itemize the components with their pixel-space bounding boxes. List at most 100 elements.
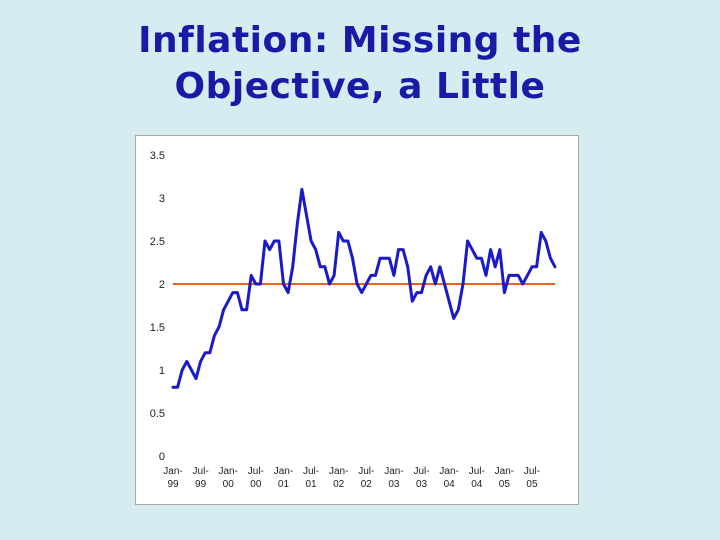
data-point <box>498 248 501 251</box>
x-tick-label-year: 01 <box>306 479 318 490</box>
data-point <box>171 386 175 389</box>
data-point <box>383 257 386 260</box>
data-point <box>388 257 391 260</box>
data-point <box>259 282 262 286</box>
data-point <box>434 282 437 286</box>
x-tick-label-month: Jul- <box>303 466 319 477</box>
data-point <box>199 360 202 363</box>
x-tick-label-year: 04 <box>444 479 456 490</box>
x-tick-label-month: Jul- <box>248 466 264 477</box>
data-point <box>194 377 198 380</box>
data-point <box>489 248 492 251</box>
data-point <box>415 291 419 294</box>
x-tick-label-month: Jul- <box>469 466 485 477</box>
data-point <box>484 274 488 277</box>
data-point <box>457 308 460 311</box>
x-tick-label-month: Jan- <box>274 466 293 477</box>
x-tick-label-month: Jan- <box>329 466 348 477</box>
y-tick-label: 2 <box>159 279 165 291</box>
x-tick-label-year: 04 <box>471 479 483 490</box>
data-point <box>507 274 511 277</box>
x-tick-label-month: Jan- <box>219 466 238 477</box>
data-point <box>222 308 225 311</box>
data-point <box>378 257 382 260</box>
data-point <box>254 282 258 286</box>
plot-lines <box>171 187 557 389</box>
x-tick-label-year: 05 <box>526 479 538 490</box>
data-point <box>282 282 285 286</box>
data-point <box>397 248 400 251</box>
data-point <box>480 257 483 260</box>
data-point <box>475 257 478 260</box>
data-point <box>374 274 377 277</box>
x-tick-label-month: Jan- <box>439 466 458 477</box>
data-point <box>549 257 552 260</box>
data-point <box>204 351 207 354</box>
data-point <box>190 368 193 372</box>
data-point <box>296 222 299 225</box>
data-point <box>516 274 520 277</box>
data-point <box>185 360 189 363</box>
data-point <box>208 351 212 354</box>
x-tick-label-month: Jan- <box>384 466 403 477</box>
data-point <box>443 282 446 286</box>
x-tick-label-year: 02 <box>333 479 345 490</box>
data-point <box>452 317 455 320</box>
data-point <box>438 265 442 268</box>
chart-frame: 0 0.5 1 1.5 2 2.5 3 3.5 Jan- 99 Jul- 99 Jan- 00 Jul- 0… <box>135 135 579 505</box>
y-tick-label: 2.5 <box>150 236 165 248</box>
data-point <box>236 291 239 294</box>
y-tick-label: 3 <box>159 193 165 205</box>
data-point <box>553 265 557 268</box>
data-point <box>332 274 336 277</box>
x-tick-label-year: 03 <box>388 479 400 490</box>
data-point <box>314 248 317 251</box>
x-tick-label-year: 99 <box>195 479 207 490</box>
data-point <box>245 308 248 311</box>
y-tick-label: 0 <box>159 451 165 463</box>
data-point <box>429 265 432 268</box>
data-point <box>319 265 322 268</box>
data-point <box>250 274 253 277</box>
data-point <box>447 300 451 303</box>
slide-title-line-1: Inflation: Missing the <box>138 20 582 61</box>
x-tick-label-month: Jul- <box>193 466 209 477</box>
data-point <box>231 291 235 294</box>
data-point <box>300 188 304 191</box>
data-point <box>323 265 327 268</box>
data-point <box>360 291 363 294</box>
x-tick-label-year: 02 <box>361 479 373 490</box>
data-point <box>470 248 474 251</box>
data-point <box>286 291 290 294</box>
x-tick-label-month: Jul- <box>524 466 540 477</box>
data-point <box>461 282 465 286</box>
data-point <box>263 239 267 243</box>
x-tick-label-year: 03 <box>416 479 428 490</box>
data-point <box>291 265 294 268</box>
inflation-series-line <box>171 187 557 389</box>
x-tick-label-year: 00 <box>223 479 235 490</box>
data-point <box>268 248 271 251</box>
data-point <box>406 265 409 268</box>
data-point <box>503 291 506 294</box>
data-point <box>342 239 345 243</box>
data-point <box>351 257 354 260</box>
data-point <box>392 274 396 277</box>
x-tick-label-month: Jul- <box>358 466 374 477</box>
x-tick-label-year: 99 <box>167 479 179 490</box>
data-point <box>369 274 373 277</box>
x-tick-label-year: 00 <box>250 479 262 490</box>
data-point <box>181 368 184 372</box>
data-point <box>176 386 179 389</box>
x-axis-ticks: Jan- 99 Jul- 99 Jan- 00 Jul- 00 Jan- 01 Jul- 01 Jan-… <box>163 466 540 490</box>
data-point <box>217 325 221 329</box>
data-point <box>420 291 423 294</box>
data-point <box>309 239 313 243</box>
y-axis-ticks: 0 0.5 1 1.5 2 2.5 3 3.5 <box>150 150 165 463</box>
data-point <box>328 282 331 286</box>
data-point <box>277 239 281 243</box>
data-point <box>521 282 524 286</box>
x-tick-label-year: 05 <box>499 479 511 490</box>
data-point <box>227 300 230 303</box>
y-tick-label: 1.5 <box>150 322 165 334</box>
